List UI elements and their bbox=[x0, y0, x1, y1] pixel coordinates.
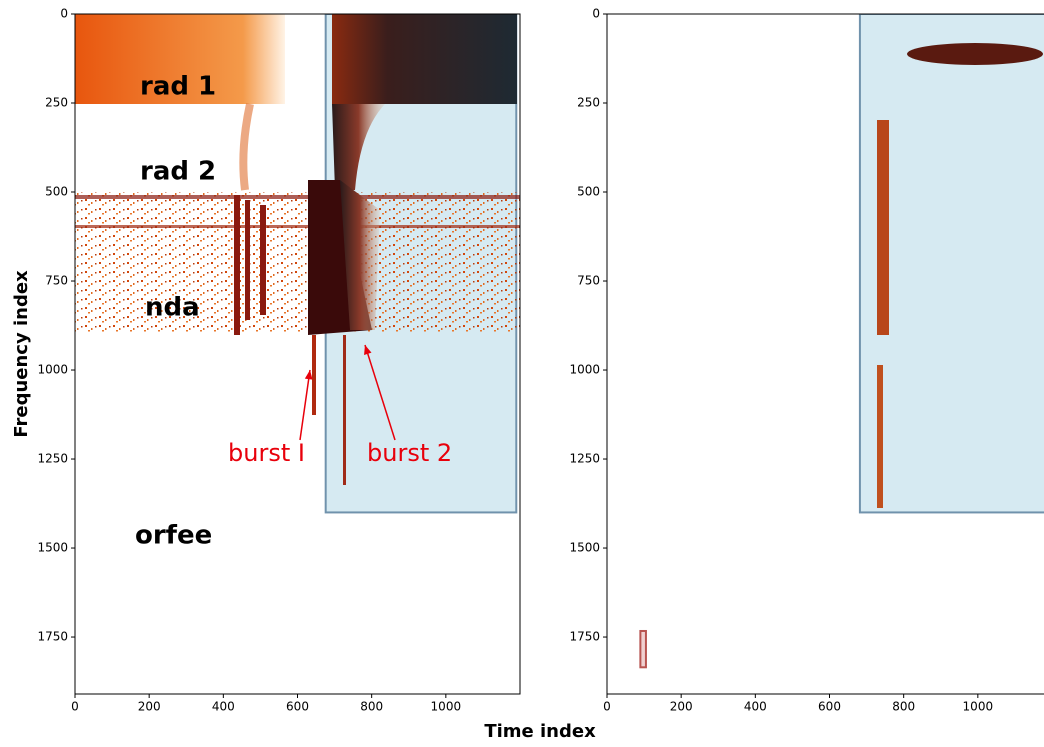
regions bbox=[639, 14, 1044, 669]
y-tick-label: 0 bbox=[60, 7, 68, 21]
y-tick-label: 500 bbox=[45, 185, 68, 199]
x-tick-label: 200 bbox=[670, 700, 693, 714]
axes: 0 200 400 600 800 1000 0 250 500 750 1000 1250 1500 1… bbox=[11, 7, 1044, 742]
y-tick-label: 1250 bbox=[37, 452, 68, 466]
streak bbox=[877, 365, 883, 508]
annotation-arrow bbox=[364, 344, 396, 441]
y-tick-label: 1000 bbox=[569, 363, 600, 377]
y-axis-label: Frequency index bbox=[11, 270, 32, 438]
nda-line bbox=[75, 225, 520, 228]
annotation: orfee bbox=[135, 521, 212, 551]
burst-trace bbox=[239, 103, 254, 191]
annotation-arrow bbox=[299, 369, 311, 441]
y-tick-label: 1750 bbox=[37, 630, 68, 644]
spectrogram bbox=[75, 14, 520, 485]
annotation: burst I bbox=[228, 439, 305, 467]
arrow-head bbox=[364, 345, 372, 355]
highlight-region bbox=[858, 14, 1044, 514]
nda-noise bbox=[75, 192, 520, 334]
streak bbox=[234, 195, 240, 335]
y-tick-label: 1500 bbox=[569, 541, 600, 555]
x-tick-label: 1000 bbox=[963, 700, 994, 714]
x-tick-label: 1000 bbox=[431, 700, 462, 714]
y-tick-label: 750 bbox=[577, 274, 600, 288]
y-tick-label: 0 bbox=[592, 7, 600, 21]
rad1-band bbox=[75, 14, 285, 104]
streak bbox=[245, 200, 250, 320]
x-tick-label: 400 bbox=[744, 700, 767, 714]
x-tick-label: 400 bbox=[212, 700, 235, 714]
x-tick-label: 200 bbox=[138, 700, 161, 714]
y-tick-label: 250 bbox=[577, 96, 600, 110]
burst-band bbox=[332, 14, 517, 104]
x-tick-label: 0 bbox=[603, 700, 611, 714]
y-tick-label: 1250 bbox=[569, 452, 600, 466]
arrow-head bbox=[304, 370, 313, 380]
nda-line bbox=[75, 195, 520, 199]
y-tick-label: 500 bbox=[577, 185, 600, 199]
spectrogram bbox=[877, 43, 1043, 508]
y-tick-label: 750 bbox=[45, 274, 68, 288]
annotation: rad 2 bbox=[140, 157, 216, 187]
x-tick-label: 800 bbox=[892, 700, 915, 714]
x-tick-label: 600 bbox=[286, 700, 309, 714]
burst-core bbox=[340, 180, 380, 330]
blob bbox=[907, 43, 1043, 65]
y-tick-label: 1500 bbox=[37, 541, 68, 555]
y-tick-label: 1750 bbox=[569, 630, 600, 644]
streak bbox=[343, 335, 346, 485]
annotation: rad 1 bbox=[140, 72, 216, 102]
burst-tail bbox=[332, 104, 385, 190]
y-tick-label: 250 bbox=[45, 96, 68, 110]
highlight-region bbox=[639, 629, 647, 669]
annotation: burst 2 bbox=[367, 439, 452, 467]
annotation: nda bbox=[145, 293, 200, 323]
x-tick-label: 600 bbox=[818, 700, 841, 714]
streak bbox=[877, 120, 889, 335]
x-tick-label: 0 bbox=[71, 700, 79, 714]
x-axis-label: Time index bbox=[484, 721, 596, 742]
streak bbox=[312, 335, 316, 415]
streak bbox=[260, 205, 266, 315]
y-tick-label: 1000 bbox=[37, 363, 68, 377]
x-tick-label: 800 bbox=[360, 700, 383, 714]
